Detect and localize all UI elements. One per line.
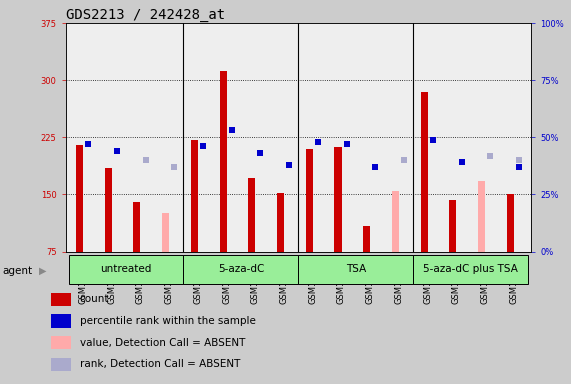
- Bar: [76, 145, 83, 252]
- Text: ▶: ▶: [39, 266, 46, 276]
- Bar: [104, 168, 112, 252]
- Text: 5-aza-dC: 5-aza-dC: [218, 264, 264, 274]
- Bar: [191, 139, 198, 252]
- Bar: [507, 194, 514, 252]
- Bar: [51, 358, 71, 371]
- Text: percentile rank within the sample: percentile rank within the sample: [80, 316, 256, 326]
- Text: count: count: [80, 294, 109, 305]
- Bar: [298, 255, 413, 285]
- Bar: [305, 149, 313, 252]
- Bar: [335, 147, 341, 252]
- Text: GDS2213 / 242428_at: GDS2213 / 242428_at: [66, 8, 225, 22]
- Bar: [392, 190, 399, 252]
- Text: value, Detection Call = ABSENT: value, Detection Call = ABSENT: [80, 338, 245, 348]
- Bar: [134, 202, 140, 252]
- Text: TSA: TSA: [345, 264, 366, 274]
- Bar: [51, 336, 71, 349]
- Bar: [248, 178, 255, 252]
- Text: rank, Detection Call = ABSENT: rank, Detection Call = ABSENT: [80, 359, 240, 369]
- Text: untreated: untreated: [100, 264, 152, 274]
- Bar: [421, 92, 428, 252]
- Bar: [363, 227, 370, 252]
- Text: agent: agent: [3, 266, 33, 276]
- Bar: [219, 71, 227, 252]
- Bar: [413, 255, 528, 285]
- Text: 5-aza-dC plus TSA: 5-aza-dC plus TSA: [423, 264, 518, 274]
- Bar: [277, 193, 284, 252]
- Bar: [51, 293, 71, 306]
- Bar: [51, 314, 71, 328]
- Bar: [162, 214, 169, 252]
- Bar: [478, 181, 485, 252]
- Bar: [449, 200, 456, 252]
- Bar: [69, 255, 183, 285]
- Bar: [183, 255, 298, 285]
